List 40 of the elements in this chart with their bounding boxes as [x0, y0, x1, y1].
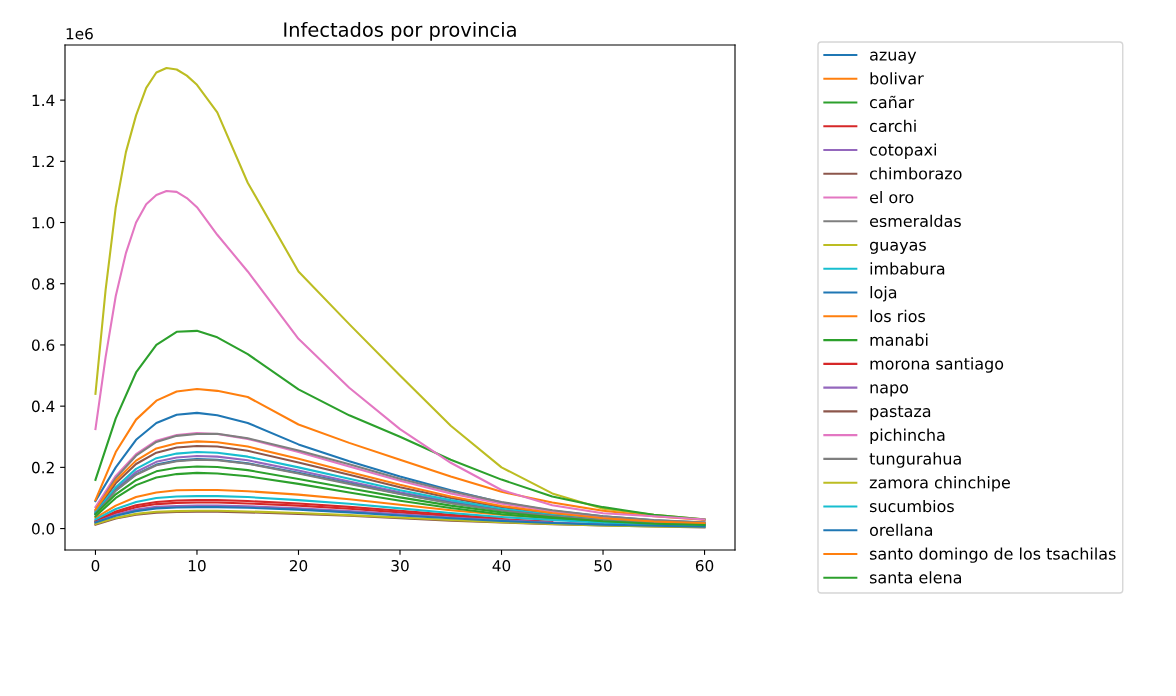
x-tick-label: 30: [391, 559, 409, 572]
legend-label: tungurahua: [869, 452, 961, 468]
legend-label: los rios: [870, 309, 926, 323]
x-tick-label: 0: [91, 559, 100, 572]
y-tick-label: 0.0: [31, 523, 55, 535]
x-tick-label: 50: [594, 559, 612, 572]
legend-label: sucumbios: [869, 499, 954, 513]
legend-label: imbabura: [870, 262, 945, 275]
x-tick-label: 10: [188, 559, 206, 572]
legend-label: santo domingo de los tsachilas: [869, 547, 1116, 563]
legend-label: azuay: [870, 51, 917, 64]
y-tick-label: 0.8: [31, 278, 55, 290]
y-tick-label: 0.6: [31, 339, 55, 351]
legend-label: esmeraldas: [869, 214, 961, 228]
legend-label: el oro: [869, 190, 914, 204]
legend-label: pastaza: [870, 405, 931, 421]
legend-label: guayas: [869, 241, 926, 254]
y-tick-label: 1.4: [32, 94, 55, 106]
legend-label: bolivar: [870, 72, 924, 85]
legend-label: pichincha: [870, 428, 945, 445]
legend-label: cañar: [869, 95, 915, 109]
legend-label: carchi: [869, 119, 916, 133]
y-tick-label: 0.4: [31, 400, 55, 413]
text: 1e6: [66, 27, 93, 40]
legend-label: chimborazo: [869, 167, 962, 180]
legend-label: loja: [870, 286, 897, 302]
legend-label: santa elena: [869, 571, 962, 584]
legend-label: cotopaxi: [869, 143, 936, 159]
y-tick-label: 0.2: [31, 461, 54, 474]
x-tick-label: 20: [289, 559, 308, 572]
x-tick-label: 60: [695, 559, 714, 572]
legend-label: manabi: [870, 333, 928, 346]
x-tick-label: 40: [492, 559, 511, 572]
chart-title: Infectados por provincia: [284, 21, 516, 41]
y-tick-label: 1.2: [32, 155, 54, 168]
legend-label: orellana: [869, 523, 933, 537]
legend-label: morona santiago: [870, 357, 1004, 373]
legend-label: napo: [870, 384, 909, 397]
y-tick-label: 1.0: [32, 216, 55, 229]
legend-label: zamora chinchipe: [869, 476, 1010, 492]
